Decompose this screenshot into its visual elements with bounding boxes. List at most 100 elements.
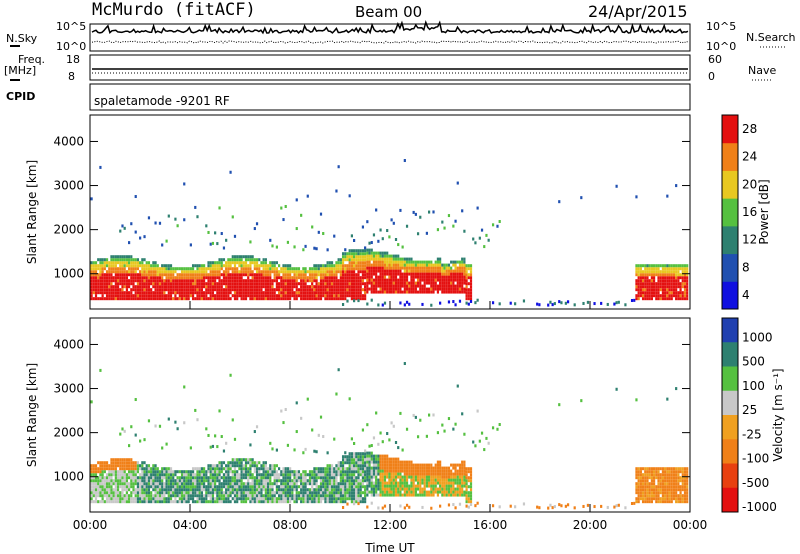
- power-cell: [388, 263, 391, 267]
- power-cell: [386, 263, 389, 267]
- velocity-cell: [94, 491, 98, 495]
- power-cell: [337, 264, 340, 268]
- velocity-cell: [161, 467, 164, 471]
- power-cell: [273, 294, 276, 298]
- velocity-cell: [359, 470, 362, 474]
- power-cell: [130, 288, 133, 292]
- power-cell: [119, 279, 122, 283]
- power-cell: [273, 279, 276, 283]
- power-cell: [461, 275, 464, 279]
- velocity-cell: [379, 460, 382, 464]
- power-cell: [249, 279, 252, 283]
- power-cell: [322, 276, 325, 280]
- power-cell: [450, 260, 453, 264]
- power-cell: [447, 214, 451, 218]
- power-cell: [269, 288, 272, 292]
- velocity-cell: [253, 479, 256, 483]
- velocity-cell: [116, 485, 120, 489]
- velocity-cell: [178, 479, 181, 483]
- cpid-label: CPID: [6, 90, 35, 103]
- power-cell: [341, 252, 345, 256]
- power-cell: [289, 279, 292, 283]
- velocity-cell: [333, 476, 336, 480]
- velocity-cell: [348, 482, 351, 486]
- power-cell: [432, 275, 435, 279]
- power-cell: [108, 273, 111, 277]
- velocity-cell: [154, 476, 157, 480]
- power-cell: [359, 291, 362, 295]
- power-cell: [641, 273, 645, 277]
- velocity-cell: [163, 485, 166, 489]
- velocity-cell: [416, 466, 420, 470]
- velocity-cell: [238, 488, 241, 492]
- velocity-cell: [372, 472, 376, 476]
- velocity-cell: [225, 497, 228, 501]
- velocity-cell: [227, 461, 230, 465]
- velocity-cell: [357, 464, 360, 468]
- velocity-cell: [286, 488, 290, 492]
- power-cell: [370, 275, 373, 279]
- velocity-cell: [255, 470, 259, 474]
- power-cell: [139, 236, 142, 240]
- power-cell: [240, 279, 243, 283]
- power-cell: [297, 282, 301, 286]
- power-cell: [244, 294, 248, 298]
- power-cell: [295, 279, 298, 283]
- freq-left-tick-top: 18: [66, 53, 80, 66]
- power-cell: [214, 261, 217, 265]
- power-cell: [205, 270, 208, 274]
- power-cell: [353, 297, 356, 301]
- velocity-cell: [388, 438, 391, 442]
- velocity-cell: [150, 467, 153, 471]
- velocity-cell: [339, 482, 342, 486]
- power-cell: [101, 291, 104, 295]
- velocity-cell: [145, 464, 148, 468]
- power-cell: [308, 297, 312, 301]
- velocity-cell: [657, 497, 660, 501]
- power-cell: [207, 264, 210, 268]
- power-cell: [686, 273, 689, 277]
- velocity-cell: [291, 488, 294, 492]
- velocity-cell: [273, 479, 276, 483]
- power-cell: [330, 267, 334, 271]
- power-cell: [397, 278, 400, 282]
- power-cell: [130, 264, 133, 268]
- velocity-cell: [337, 464, 340, 468]
- velocity-cell: [143, 470, 146, 474]
- velocity-cell: [231, 497, 234, 501]
- velocity-cell: [306, 479, 309, 483]
- velocity-cell: [205, 500, 208, 504]
- velocity-cell: [394, 469, 398, 473]
- power-cell: [672, 264, 676, 268]
- power-cell: [335, 282, 338, 286]
- velocity-cell: [240, 500, 243, 504]
- power-cell: [167, 291, 170, 295]
- velocity-cell: [377, 457, 380, 461]
- velocity-cell: [260, 464, 263, 468]
- power-cell: [225, 291, 228, 295]
- power-cell: [461, 281, 464, 285]
- power-cell: [370, 263, 373, 267]
- velocity-cell: [388, 493, 391, 497]
- power-cell: [200, 273, 203, 277]
- velocity-cell: [260, 491, 263, 495]
- velocity-cell: [154, 494, 157, 498]
- velocity-cell: [348, 494, 351, 498]
- power-cell: [452, 287, 455, 291]
- power-cell: [447, 287, 451, 291]
- power-cell: [681, 267, 684, 271]
- power-cell: [463, 229, 466, 233]
- velocity-cell: [143, 467, 146, 471]
- velocity-cell: [635, 476, 638, 480]
- power-cell: [198, 267, 201, 271]
- velocity-cell: [419, 481, 422, 485]
- velocity-cell: [353, 494, 356, 498]
- power-cell: [428, 278, 431, 282]
- velocity-cell: [341, 461, 345, 465]
- velocity-cell: [99, 488, 102, 492]
- power-cell: [368, 272, 371, 276]
- velocity-cell: [238, 497, 241, 501]
- power-cell: [681, 294, 684, 298]
- power-cell: [646, 294, 649, 298]
- velocity-cell: [141, 500, 144, 504]
